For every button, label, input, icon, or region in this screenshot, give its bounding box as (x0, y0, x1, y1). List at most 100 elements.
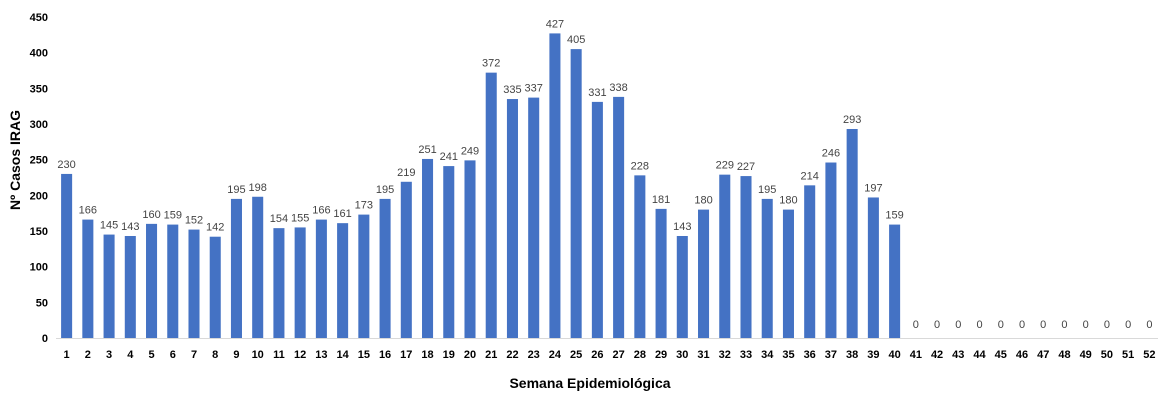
x-tick-label: 28 (634, 349, 646, 361)
data-label: 180 (694, 195, 712, 207)
bar (698, 209, 710, 338)
y-tick-label: 200 (30, 190, 48, 202)
data-label: 228 (631, 160, 649, 172)
x-tick-label: 7 (191, 349, 197, 361)
data-label: 0 (1040, 319, 1046, 331)
x-tick-label: 24 (549, 349, 562, 361)
data-label: 337 (525, 83, 543, 95)
data-label: 241 (440, 151, 458, 163)
data-label: 427 (546, 18, 564, 30)
data-label: 0 (976, 319, 982, 331)
x-tick-label: 19 (443, 349, 455, 361)
data-label: 142 (206, 222, 224, 234)
bar (252, 196, 264, 338)
y-tick-label: 250 (30, 155, 48, 167)
data-label: 0 (955, 319, 961, 331)
x-tick-label: 14 (336, 349, 349, 361)
data-label: 214 (801, 170, 819, 182)
bars (61, 33, 901, 339)
data-label: 159 (164, 210, 182, 222)
x-tick-label: 27 (612, 349, 624, 361)
y-axis-title: Nº Casos IRAG (7, 110, 23, 210)
data-label: 230 (57, 159, 75, 171)
bar (167, 224, 179, 338)
x-tick-label: 45 (995, 349, 1007, 361)
data-label: 372 (482, 58, 500, 70)
bar (358, 214, 370, 338)
data-label: 181 (652, 194, 670, 206)
x-tick-label: 29 (655, 349, 667, 361)
x-tick-label: 18 (421, 349, 433, 361)
bar (549, 33, 561, 338)
x-tick-label: 23 (528, 349, 540, 361)
bar (761, 198, 773, 338)
x-tick-label: 44 (973, 349, 986, 361)
x-tick-label: 11 (273, 349, 285, 361)
data-label: 197 (864, 182, 882, 194)
x-tick-label: 32 (719, 349, 731, 361)
x-tick-label: 6 (170, 349, 176, 361)
x-tick-label: 26 (591, 349, 603, 361)
bar (61, 173, 73, 338)
x-tick-label: 12 (294, 349, 306, 361)
bar (889, 224, 901, 338)
data-label: 161 (333, 208, 351, 220)
x-tick-label: 33 (740, 349, 752, 361)
bar (740, 176, 752, 338)
data-label: 0 (1125, 319, 1131, 331)
data-label: 198 (249, 182, 267, 194)
bar (719, 174, 731, 338)
x-tick-label: 36 (804, 349, 816, 361)
data-label: 180 (779, 195, 797, 207)
bar (591, 101, 603, 339)
bar (825, 162, 837, 338)
data-label: 145 (100, 220, 118, 232)
x-tick-label: 42 (931, 349, 943, 361)
x-tick-label: 51 (1122, 349, 1134, 361)
data-label: 0 (1019, 319, 1025, 331)
bar (315, 219, 327, 338)
y-tick-label: 100 (30, 262, 48, 274)
bar (400, 181, 412, 338)
bar (528, 97, 540, 339)
data-label: 143 (673, 221, 691, 233)
data-label: 195 (758, 184, 776, 196)
data-label: 166 (79, 205, 97, 217)
x-tick-label: 49 (1080, 349, 1092, 361)
bar (634, 175, 646, 338)
data-label: 152 (185, 215, 203, 227)
data-label: 338 (609, 82, 627, 94)
x-tick-label: 39 (867, 349, 879, 361)
bar (782, 209, 794, 338)
x-tick-label: 2 (85, 349, 91, 361)
x-tick-label: 22 (506, 349, 518, 361)
bar (506, 99, 518, 339)
data-label: 195 (227, 184, 245, 196)
data-label: 0 (1083, 319, 1089, 331)
bar (124, 235, 136, 338)
data-label: 0 (913, 319, 919, 331)
x-tick-label: 10 (252, 349, 264, 361)
bar (103, 234, 115, 338)
x-axis-title: Semana Epidemiológica (509, 375, 670, 391)
y-axis-ticks: 0 50 100 150 200 250 300 350 400 450 (30, 12, 48, 345)
x-tick-label: 37 (825, 349, 837, 361)
x-tick-label: 40 (888, 349, 900, 361)
bar (613, 96, 625, 338)
x-tick-label: 9 (233, 349, 239, 361)
x-tick-label: 43 (952, 349, 964, 361)
data-label: 227 (737, 161, 755, 173)
x-tick-label: 15 (358, 349, 370, 361)
x-axis-ticks: 1 2 3 4 5 6 7 8 9 10 11 12 13 14 15 16 17 18 19 20 21 22 23 24 2… (64, 349, 1156, 361)
bar (188, 229, 200, 338)
x-tick-label: 48 (1058, 349, 1070, 361)
data-label: 229 (716, 160, 734, 172)
data-label: 0 (998, 319, 1004, 331)
data-label: 335 (503, 84, 521, 96)
x-tick-label: 30 (676, 349, 688, 361)
bar (804, 185, 816, 338)
bar (443, 166, 455, 338)
x-tick-label: 21 (485, 349, 497, 361)
x-tick-label: 13 (315, 349, 327, 361)
